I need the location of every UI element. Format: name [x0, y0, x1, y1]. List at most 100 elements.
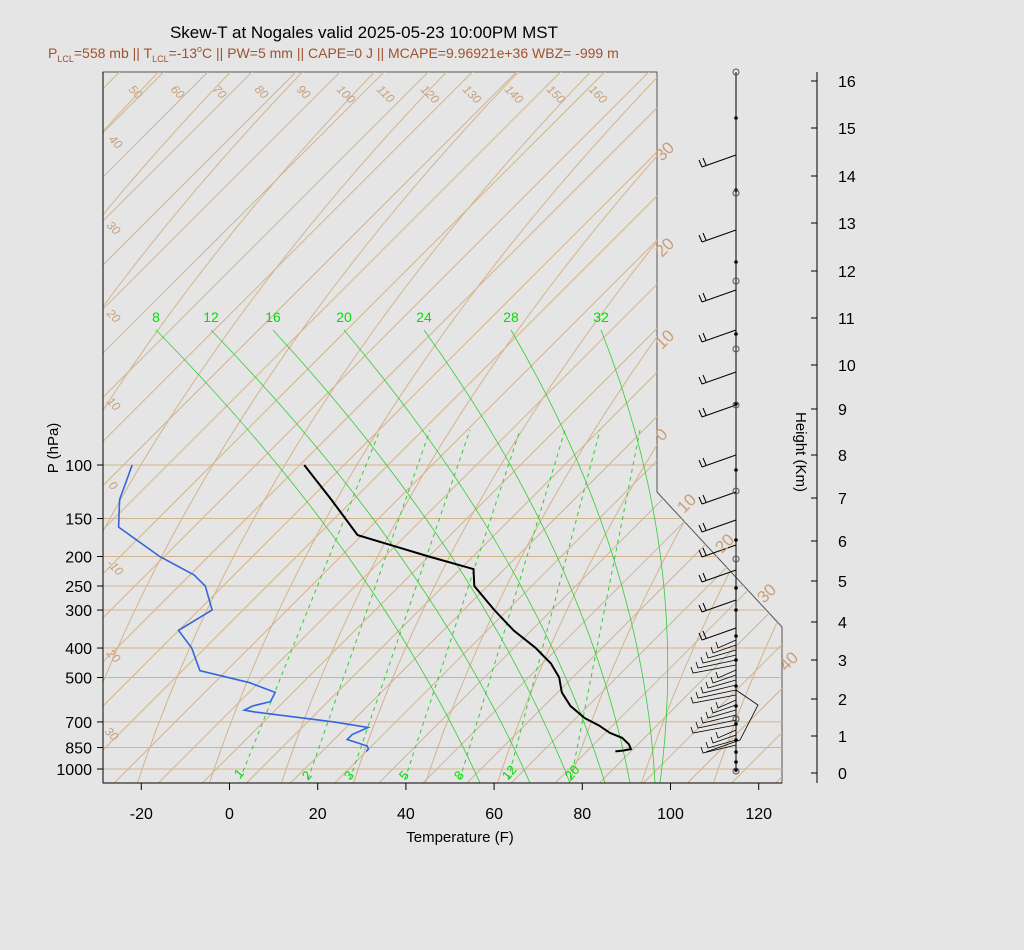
wind-barbs: [690, 68, 759, 775]
wind-barb: [698, 154, 737, 168]
dry-adiabat-line: [131, 72, 603, 783]
dry-adiabat-line: [103, 72, 171, 783]
level-marker: [732, 277, 740, 285]
dewpoint-line: [117, 464, 371, 752]
isotherm-line: [493, 72, 782, 783]
wind-barb: [690, 664, 737, 674]
isotherm-line: [803, 0, 1024, 800]
level-dot: [734, 116, 738, 120]
y-axis-label: P (hPa): [45, 423, 62, 474]
isotherm-line: [361, 72, 782, 783]
wind-barb: [705, 739, 737, 749]
wind-barb: [705, 649, 737, 659]
mixing-label: 16: [265, 309, 281, 325]
y-tick-label: 150: [65, 512, 92, 529]
height-tick-label: 2: [838, 692, 847, 709]
height-tick-label: 14: [838, 169, 856, 186]
level-dot: [734, 586, 738, 590]
mixing-label: 5: [396, 768, 412, 783]
temperature-axis: -20 0 20 40 60 80 100 120: [103, 782, 782, 823]
x-tick-label: 80: [573, 806, 591, 823]
mixing-label: 12: [499, 762, 520, 783]
level-marker: [732, 345, 740, 353]
level-dot: [734, 704, 738, 708]
isotherm-line: [405, 72, 782, 783]
height-tick-label: 10: [838, 358, 856, 375]
wind-barb: [695, 719, 737, 729]
mixing-ratio-line: [349, 429, 471, 780]
isotherm-line: [229, 72, 782, 783]
isotherm-line: [581, 72, 782, 783]
mixing-label: 2: [299, 768, 315, 783]
y-tick-label: 500: [65, 670, 92, 687]
x-tick-label: 60: [485, 806, 503, 823]
height-tick-label: 13: [838, 216, 856, 233]
height-tick-label: 12: [838, 264, 856, 281]
wind-barb: [710, 704, 737, 714]
mixing-label: 24: [416, 309, 432, 325]
isotherm-label: 10: [104, 394, 124, 414]
isotherm-line: [273, 72, 782, 783]
mixing-label: 32: [593, 309, 609, 325]
level-dot: [734, 760, 738, 764]
height-tick-label: 6: [838, 534, 847, 551]
isotherm-label: 40: [106, 132, 126, 152]
dry-adiabat-line: [103, 72, 531, 783]
mixing-label: 8: [451, 768, 467, 783]
y-tick-label: 250: [65, 579, 92, 596]
wind-barb: [710, 674, 737, 684]
pressure-axis: 100 150 200 250 300 400 500 700 850 1000: [56, 72, 104, 783]
y-tick-label: 1000: [56, 762, 92, 779]
mixing-ratio-labels: 8 12 16 20 24 28 32 1 2 3 5 8 12 20: [152, 309, 609, 783]
wind-barb: [698, 329, 737, 343]
sounding-profiles: [117, 464, 633, 753]
isotherm-label: 30: [753, 580, 780, 607]
wind-barb: [705, 679, 737, 689]
isotherm-line: [103, 72, 766, 783]
isotherm-label: 0: [651, 425, 671, 445]
moist-adiabat-line: [510, 329, 656, 783]
y-tick-label: 300: [65, 603, 92, 620]
wind-barb: [698, 491, 737, 505]
isotherm-label: 150: [544, 82, 568, 106]
height-tick-label: 3: [838, 653, 847, 670]
wind-barb: [715, 729, 737, 739]
isotherm-line: [103, 72, 369, 783]
moist-adiabat-line: [600, 329, 669, 783]
dry-adiabat-line: [347, 72, 782, 783]
isotherm-line: [103, 72, 501, 783]
wind-barb: [700, 714, 737, 724]
isotherm-labels: 50 60 70 80 90 100 110 120 130 140 150 1…: [102, 82, 802, 744]
isotherm-label: 100: [334, 82, 358, 106]
wind-barb: [700, 654, 737, 664]
isotherm-label: 20: [103, 306, 123, 326]
wind-barb: [690, 694, 737, 704]
isotherm-label: 10: [673, 490, 700, 517]
wind-barb: [698, 289, 737, 303]
height-tick-label: 9: [838, 402, 847, 419]
level-dot: [734, 684, 738, 688]
mixing-label: 12: [203, 309, 219, 325]
height-tick-label: 5: [838, 574, 847, 591]
level-marker: [732, 555, 740, 563]
mixing-label: 20: [562, 762, 583, 783]
dry-adiabat-line: [103, 72, 459, 783]
isotherm-line: [670, 72, 782, 783]
wind-barb: [700, 684, 737, 694]
moist-adiabat-line: [343, 329, 606, 783]
level-dot: [734, 402, 738, 406]
isotherm-label: -10: [104, 556, 126, 578]
isotherm-line: [103, 72, 722, 783]
wind-barb: [710, 644, 737, 654]
mixing-label: 8: [152, 309, 160, 325]
height-axis-label: Height (Km): [792, 412, 809, 492]
mixing-ratio-lines: [155, 329, 669, 783]
level-dot: [734, 634, 738, 638]
level-dot: [734, 768, 738, 772]
level-marker: [732, 487, 740, 495]
dry-adiabat-line: [103, 72, 243, 783]
x-tick-label: 120: [745, 806, 772, 823]
dry-adiabat-line: [491, 72, 782, 783]
mixing-ratio-line: [570, 429, 641, 780]
height-tick-label: 4: [838, 615, 847, 632]
